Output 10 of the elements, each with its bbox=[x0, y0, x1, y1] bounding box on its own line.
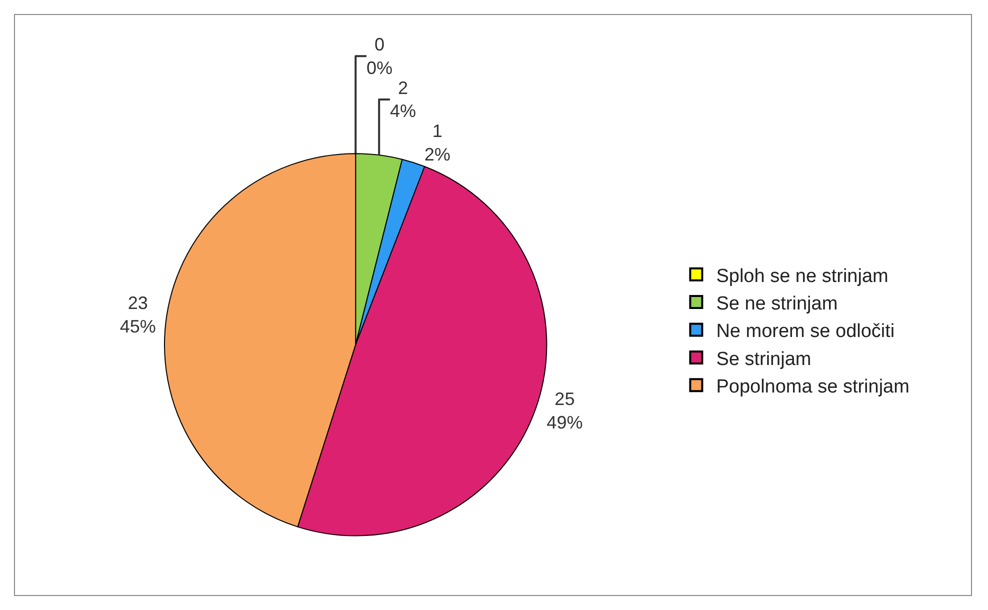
data-label: 23 45% bbox=[120, 293, 156, 337]
legend-label: Se ne strinjam bbox=[716, 293, 838, 314]
data-label: 2 4% bbox=[390, 78, 416, 122]
text: 0 0% bbox=[366, 34, 392, 78]
data-label: 1 2% bbox=[424, 121, 450, 165]
data-label: 25 49% bbox=[546, 388, 583, 432]
legend-label: Ne morem se odločiti bbox=[716, 321, 895, 342]
legend-label: Se strinjam bbox=[716, 348, 812, 370]
legend-label: Popolnoma se strinjam bbox=[716, 376, 910, 398]
legend-label: Sploh se ne strinjam bbox=[716, 266, 888, 287]
